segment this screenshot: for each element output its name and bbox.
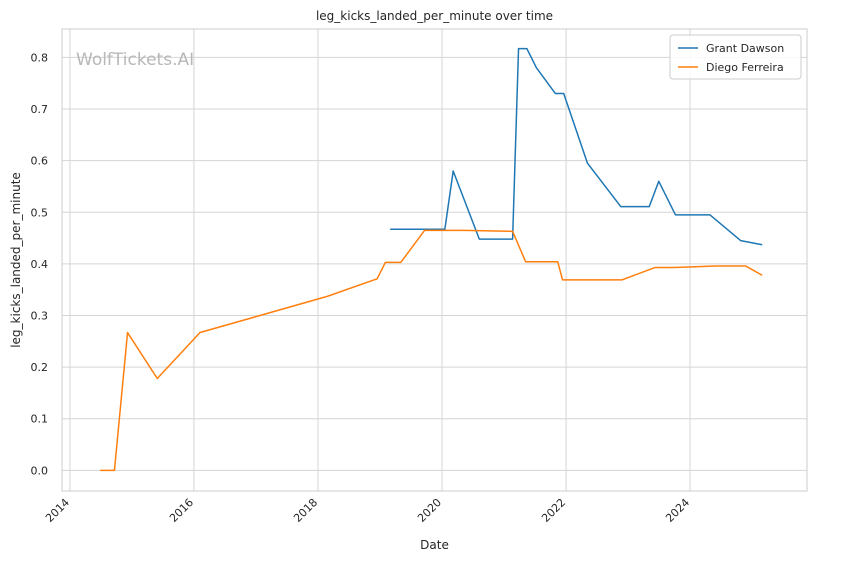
y-axis-label: leg_kicks_landed_per_minute — [9, 172, 23, 348]
gridlines — [62, 29, 807, 491]
series-line-grant-dawson — [390, 47, 763, 246]
y-tick-label: 0.2 — [31, 361, 49, 374]
x-axis-label: Date — [420, 538, 449, 552]
y-tick-label: 0.3 — [31, 309, 49, 322]
y-axis-ticks: 0.0 0.1 0.2 0.3 0.4 0.5 0.6 0.7 0.8 — [31, 51, 49, 477]
legend-label: Grant Dawson — [706, 42, 784, 55]
y-tick-label: 0.8 — [31, 51, 49, 64]
y-tick-label: 0.1 — [31, 413, 49, 426]
plot-area — [62, 29, 807, 491]
plot-frame — [61, 28, 808, 492]
y-tick-label: 0.7 — [31, 103, 49, 116]
y-tick-label: 0.4 — [31, 258, 49, 271]
series-layer — [100, 47, 763, 472]
legend-label: Diego Ferreira — [706, 61, 784, 74]
y-tick-label: 0.0 — [31, 464, 49, 477]
legend: Grant Dawson Diego Ferreira — [669, 34, 802, 80]
watermark-text: WolfTickets.AI — [76, 50, 194, 70]
legend-box — [669, 34, 802, 80]
y-tick-label: 0.6 — [31, 155, 49, 168]
y-tick-label: 0.5 — [31, 206, 49, 219]
series-line-diego-ferreira — [100, 229, 763, 472]
chart-title: leg_kicks_landed_per_minute over time — [316, 9, 553, 23]
